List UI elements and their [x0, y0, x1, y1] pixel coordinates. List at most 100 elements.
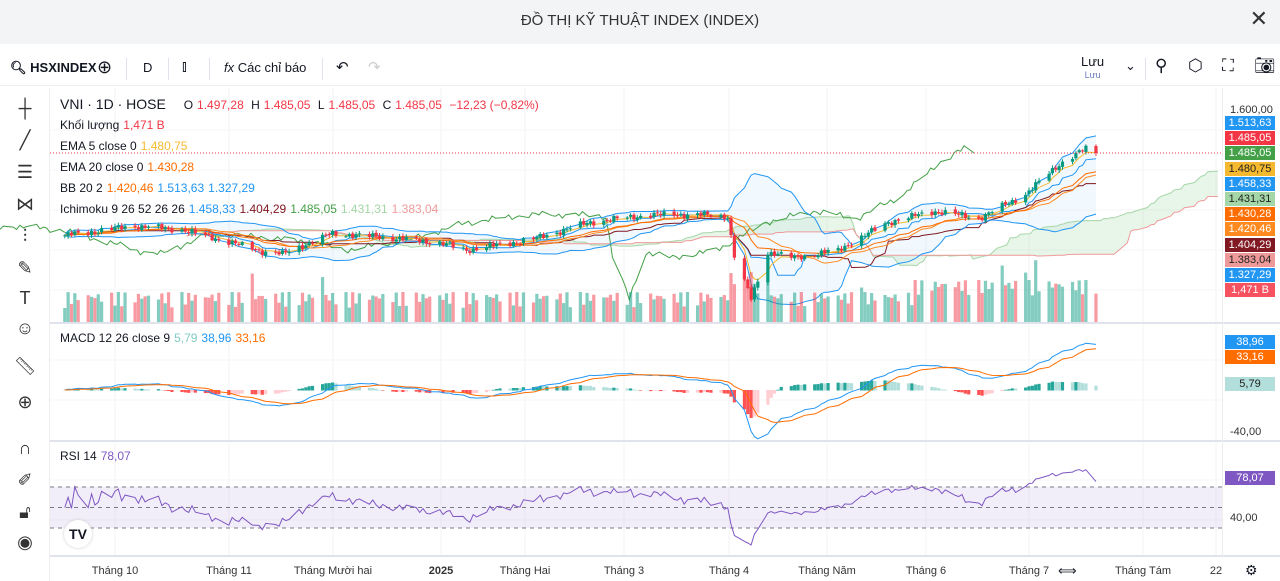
crosshair-icon[interactable]: ┼ — [18, 98, 32, 118]
volume-bar — [742, 272, 747, 322]
volume-bar — [937, 286, 941, 322]
low-label: L — [317, 98, 325, 112]
visibility-icon[interactable]: ◉ — [17, 532, 33, 552]
top-toolbar: 🔍︎ HSXINDEX ⊕ D ⫾ fx Các chỉ báo ↶ ↷ Lưu… — [0, 52, 1280, 86]
candle-body — [1030, 189, 1034, 191]
pattern-icon[interactable]: ⋈ — [16, 194, 34, 214]
fib-icon[interactable]: ☰ — [16, 162, 34, 182]
legend-macd: MACD 12 26 close 9 5,79 38,96 33,16 — [60, 331, 269, 345]
indicators-label: Các chỉ báo — [237, 60, 307, 75]
candle-body — [183, 228, 187, 232]
legend-volume: Khối lượng 1,471 B — [60, 118, 169, 132]
zoom-in-icon[interactable]: ⊕ — [17, 392, 33, 412]
macd-histogram-bar — [424, 390, 428, 393]
text-icon[interactable]: T — [19, 288, 31, 308]
volume-bar — [116, 292, 120, 322]
macd-histogram-bar — [233, 390, 238, 395]
brush-icon[interactable]: ✎ — [17, 258, 33, 278]
candle-body — [96, 232, 100, 234]
high-value: 1.485,05 — [263, 98, 311, 112]
macd-histogram-bar — [639, 390, 643, 391]
candle-body — [521, 238, 526, 244]
candle-body — [160, 224, 164, 229]
magnet-icon[interactable]: ∩ — [18, 438, 32, 458]
symbol-search[interactable]: 🔍︎ HSXINDEX — [10, 60, 97, 76]
rsi-label: RSI 14 — [60, 449, 97, 463]
trend-line-icon[interactable]: ╱ — [19, 130, 31, 150]
candle-body — [535, 236, 539, 240]
candle-body — [752, 287, 757, 300]
macd-histogram-bar — [628, 388, 633, 391]
macd-histogram-bar — [86, 389, 90, 391]
candle-body — [605, 220, 609, 222]
macd-histogram-bar — [156, 389, 161, 391]
volume-bar — [391, 302, 395, 322]
indicators-button[interactable]: fx Các chỉ báo — [224, 60, 306, 75]
price-axis[interactable] — [1222, 88, 1280, 558]
candle-body — [1050, 168, 1055, 174]
interval-button[interactable]: D — [143, 60, 153, 75]
candle-body — [602, 220, 606, 225]
macd-histogram-bar — [913, 384, 917, 391]
volume-label: Khối lượng — [60, 118, 120, 132]
volume-bar — [190, 300, 194, 322]
volume-bar — [866, 304, 870, 322]
candle-body — [438, 241, 442, 245]
symbol-title: VNI · 1D · HOSE — [60, 96, 166, 112]
candle-body — [873, 227, 877, 231]
redo-icon[interactable]: ↷ — [368, 59, 381, 76]
volume-bar — [1074, 290, 1078, 322]
candle-body — [896, 219, 901, 221]
candles-icon[interactable]: ⫾ — [182, 58, 187, 75]
emoji-icon[interactable]: ☺ — [15, 318, 35, 338]
prediction-icon[interactable]: ⫶ — [22, 226, 28, 246]
chevron-down-icon[interactable]: ⌄ — [1125, 58, 1136, 73]
macd-histogram-bar — [672, 390, 676, 392]
tradingview-logo[interactable]: TV — [64, 520, 92, 548]
volume-bar — [906, 292, 911, 322]
volume-bar — [983, 280, 988, 322]
macd-histogram-bar — [441, 390, 445, 393]
save-button[interactable]: Lưu Lưu — [1081, 55, 1104, 81]
volume-bar — [823, 298, 827, 322]
camera-icon[interactable]: 📷︎ — [1254, 56, 1276, 75]
macd-histogram-bar — [1047, 382, 1051, 391]
ichimoku-chikou — [0, 144, 975, 302]
volume-bar — [639, 303, 643, 322]
settings-icon[interactable]: ⬡ — [1188, 56, 1203, 75]
scroll-horizontal-icon[interactable]: ⟺ — [1058, 563, 1077, 578]
candle-body — [254, 248, 258, 250]
macd-histogram-bar — [679, 390, 683, 393]
macd-histogram-bar — [381, 390, 385, 391]
fullscreen-icon[interactable]: ⛶ — [1222, 56, 1234, 75]
macd-histogram-bar — [990, 390, 994, 394]
candle-body — [250, 241, 254, 250]
candle-body — [233, 240, 238, 244]
macd-histogram-bar — [963, 390, 967, 394]
macd-histogram-bar — [183, 390, 187, 393]
add-symbol-icon[interactable]: ⊕ — [97, 57, 113, 77]
candle-body — [1060, 161, 1065, 167]
macd-histogram-bar — [535, 386, 539, 391]
search-icon: 🔍︎ — [10, 60, 27, 75]
volume-bar — [508, 292, 512, 322]
volume-bar — [860, 287, 864, 322]
time-axis-label: Tháng 6 — [905, 565, 947, 577]
close-icon[interactable]: ✕ — [1249, 6, 1268, 31]
time-axis-label: 22 — [1209, 565, 1223, 577]
axis-settings-icon[interactable]: ⚙ — [1245, 562, 1258, 578]
price-axis-label: 1.431,31 — [1225, 192, 1275, 206]
volume-bar — [96, 294, 100, 322]
quick-search-icon[interactable]: ⚲ — [1155, 56, 1168, 75]
macd-histogram-bar — [116, 387, 120, 391]
candle-body — [732, 235, 736, 258]
volume-bar — [826, 296, 830, 322]
lock-icon[interactable]: 🔓︎ — [19, 502, 31, 522]
candle-body — [890, 222, 894, 226]
ruler-icon[interactable]: 📏︎ — [13, 356, 37, 376]
volume-bar — [635, 292, 639, 322]
lock-drawing-icon[interactable]: ✐ — [17, 470, 33, 490]
undo-icon[interactable]: ↶ — [336, 59, 349, 76]
volume-bar — [799, 292, 803, 322]
